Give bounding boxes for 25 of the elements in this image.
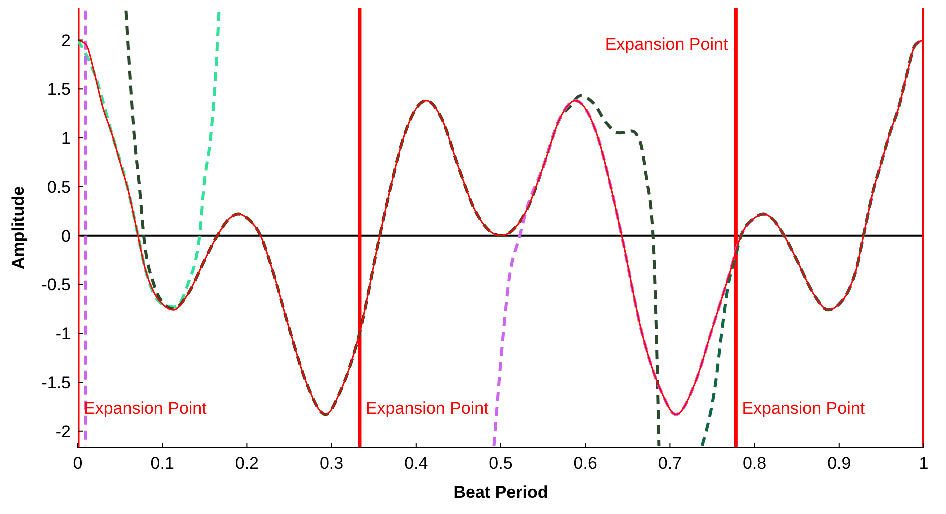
y-tick-label: 2: [62, 31, 71, 50]
y-tick-label: 1.5: [47, 80, 71, 100]
annotation: Expansion Point: [605, 35, 728, 54]
y-tick-label: -1.5: [42, 374, 71, 393]
x-tick-label: 0.3: [320, 454, 344, 474]
y-tick-label: -1: [56, 324, 71, 344]
x-tick-label: 0.1: [150, 454, 174, 474]
x-tick-label: 1: [919, 454, 929, 474]
x-tick-label: 0.2: [235, 454, 260, 474]
x-tick-label: 0.7: [658, 454, 682, 474]
y-tick-label: -2: [56, 422, 71, 442]
x-tick-label: 0.6: [574, 454, 598, 474]
ref-line-label: Expansion Point: [366, 399, 490, 418]
y-tick-label: -0.5: [42, 276, 71, 295]
ref-line-label: Expansion Point: [84, 399, 208, 418]
y-tick-label: 0: [62, 226, 71, 246]
x-axis-title: Beat Period: [454, 483, 548, 502]
x-tick-label: 0.8: [742, 454, 767, 474]
x-tick-label: 0.4: [404, 454, 428, 474]
y-axis-title: Amplitude: [9, 186, 28, 270]
x-tick-label: 0.9: [828, 454, 852, 474]
x-tick-label: 0.5: [489, 454, 513, 474]
ref-line-label: Expansion Point: [742, 399, 866, 418]
y-tick-label: 1: [62, 129, 71, 148]
y-tick-label: 0.5: [47, 178, 71, 197]
